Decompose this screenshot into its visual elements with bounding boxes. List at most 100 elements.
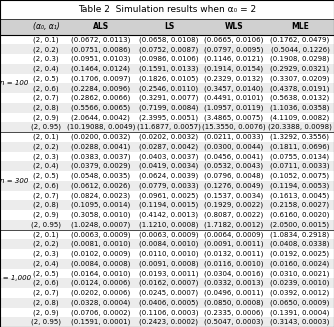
Text: (2, 0.8): (2, 0.8) <box>33 300 59 306</box>
Text: (0.0658, 0.0108): (0.0658, 0.0108) <box>139 36 199 43</box>
Text: (0.0986, 0.0106): (0.0986, 0.0106) <box>139 56 199 62</box>
Bar <box>27 112 65 122</box>
Text: (0.0081, 0.0010): (0.0081, 0.0010) <box>71 241 131 248</box>
Bar <box>0 317 27 327</box>
Text: Table 2  Simulation results when α₀ = 2: Table 2 Simulation results when α₀ = 2 <box>78 5 256 14</box>
Bar <box>27 317 65 327</box>
Bar <box>65 307 137 317</box>
Bar <box>137 249 201 259</box>
Bar <box>137 278 201 288</box>
Bar <box>201 161 266 171</box>
Bar <box>201 112 266 122</box>
Bar <box>27 54 65 64</box>
Bar <box>137 298 201 307</box>
Text: (0.0755, 0.0134): (0.0755, 0.0134) <box>271 153 330 160</box>
Bar <box>137 132 201 142</box>
Text: (0.1537, 0.0034): (0.1537, 0.0034) <box>204 192 263 199</box>
Bar <box>201 230 266 239</box>
Text: (0.8087, 0.0022): (0.8087, 0.0022) <box>204 212 263 218</box>
Bar <box>266 239 334 249</box>
Text: (0.0064, 0.0009): (0.0064, 0.0009) <box>204 231 263 238</box>
Bar <box>65 64 137 74</box>
Text: (0.2158, 0.0027): (0.2158, 0.0027) <box>271 202 330 208</box>
Bar <box>65 152 137 161</box>
Bar <box>27 122 65 132</box>
Text: (0.0310, 0.0021): (0.0310, 0.0021) <box>270 270 330 277</box>
Bar <box>201 307 266 317</box>
Text: (0.1106, 0.0003): (0.1106, 0.0003) <box>139 309 199 316</box>
Bar <box>201 74 266 83</box>
Bar <box>0 122 27 132</box>
Text: (2, 0.6): (2, 0.6) <box>33 182 59 189</box>
Bar <box>27 161 65 171</box>
Text: (0.3058, 0.0010): (0.3058, 0.0010) <box>71 212 131 218</box>
Bar <box>137 122 201 132</box>
Text: (2.0644, 0.0042): (2.0644, 0.0042) <box>71 114 130 121</box>
Text: (2, 0.5): (2, 0.5) <box>33 270 59 277</box>
Text: (0.2929, 0.0321): (0.2929, 0.0321) <box>271 65 330 72</box>
Bar <box>65 19 137 35</box>
Bar <box>201 181 266 191</box>
Text: (0.1391, 0.0004): (0.1391, 0.0004) <box>270 309 330 316</box>
Bar <box>266 317 334 327</box>
Bar <box>0 142 27 152</box>
Text: (0.1826, 0.0105): (0.1826, 0.0105) <box>139 75 199 82</box>
Text: (2, 0.4): (2, 0.4) <box>33 163 59 169</box>
Bar <box>201 239 266 249</box>
Text: (0.0850, 0.0008): (0.0850, 0.0008) <box>204 300 263 306</box>
Bar <box>0 278 27 288</box>
Text: (0.0245, 0.0007): (0.0245, 0.0007) <box>139 290 198 296</box>
Bar <box>27 278 65 288</box>
Bar <box>137 191 201 200</box>
Text: (0.0091, 0.0008): (0.0091, 0.0008) <box>139 260 199 267</box>
Text: (0.2329, 0.0132): (0.2329, 0.0132) <box>204 75 263 82</box>
Text: (0.0379, 0.0029): (0.0379, 0.0029) <box>71 163 131 169</box>
Text: (0.1706, 0.0097): (0.1706, 0.0097) <box>71 75 131 82</box>
Bar <box>137 44 201 54</box>
Bar <box>65 54 137 64</box>
Text: (0.0419, 0.0034): (0.0419, 0.0034) <box>139 163 199 169</box>
Text: (0.0084, 0.0010): (0.0084, 0.0010) <box>139 241 199 248</box>
Text: n = 300: n = 300 <box>0 178 28 184</box>
Text: (0.0496, 0.0011): (0.0496, 0.0011) <box>204 290 263 296</box>
Bar <box>137 103 201 112</box>
Text: (0.0239, 0.0010): (0.0239, 0.0010) <box>270 280 330 286</box>
Text: (2, 0.1): (2, 0.1) <box>33 36 59 43</box>
Bar <box>0 93 27 103</box>
Text: (0.2335, 0.0006): (0.2335, 0.0006) <box>204 309 263 316</box>
Bar <box>266 230 334 239</box>
Text: (0.0456, 0.0041): (0.0456, 0.0041) <box>204 153 263 160</box>
Text: (2, 0.3): (2, 0.3) <box>33 56 59 62</box>
Bar <box>27 171 65 181</box>
Text: (0.0084, 0.0008): (0.0084, 0.0008) <box>71 260 131 267</box>
Text: (0.7199, 0.0084): (0.7199, 0.0084) <box>139 105 199 111</box>
Text: (0.0211, 0.0033): (0.0211, 0.0033) <box>204 134 263 140</box>
Bar <box>137 239 201 249</box>
Bar <box>201 171 266 181</box>
Bar <box>266 74 334 83</box>
Bar <box>27 19 65 35</box>
Text: (2, 0.8): (2, 0.8) <box>33 105 59 111</box>
Text: (2, 0.2): (2, 0.2) <box>33 144 59 150</box>
Bar <box>65 181 137 191</box>
Text: (0.2862, 0.0066): (0.2862, 0.0066) <box>71 95 131 101</box>
Bar <box>65 122 137 132</box>
Bar <box>27 132 65 142</box>
Text: (2, 0.1): (2, 0.1) <box>33 231 59 238</box>
Text: (2, 0.7): (2, 0.7) <box>33 95 59 101</box>
Text: LS: LS <box>164 22 174 31</box>
Text: (2, 0.9): (2, 0.9) <box>33 212 59 218</box>
Bar <box>0 74 27 83</box>
Bar <box>201 200 266 210</box>
Text: (2, 0.9): (2, 0.9) <box>33 309 59 316</box>
Bar <box>0 239 27 249</box>
Bar <box>201 19 266 35</box>
Bar <box>0 191 27 200</box>
Bar <box>201 278 266 288</box>
Bar <box>137 181 201 191</box>
Text: WLS: WLS <box>224 22 243 31</box>
Text: (2, 0.6): (2, 0.6) <box>33 85 59 92</box>
Text: (0.0961, 0.0025): (0.0961, 0.0025) <box>139 192 199 199</box>
Text: (0.0403, 0.0037): (0.0403, 0.0037) <box>139 153 199 160</box>
Bar <box>65 35 137 44</box>
